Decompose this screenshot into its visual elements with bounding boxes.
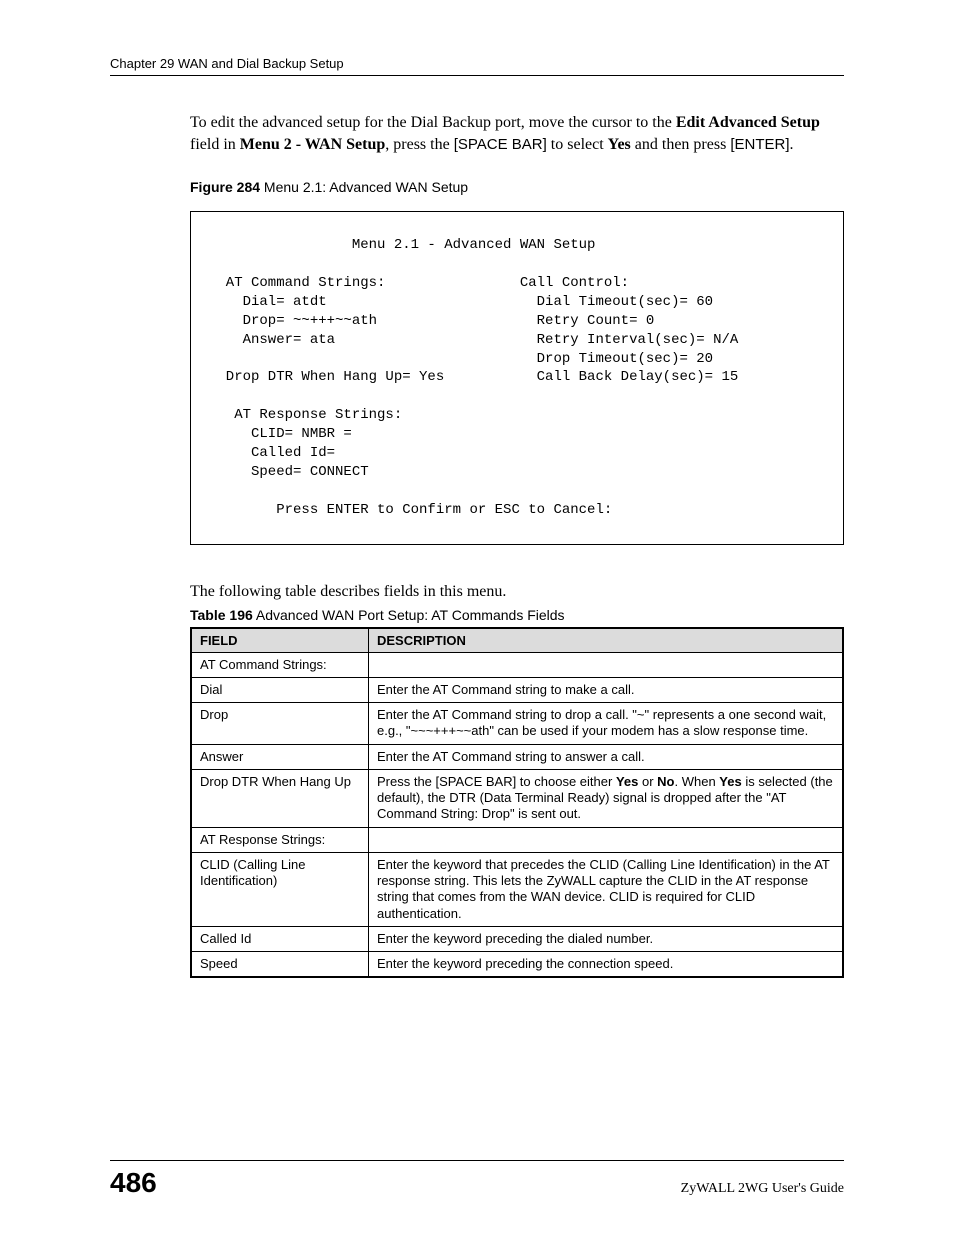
table-body: AT Command Strings: Dial Enter the AT Co…	[191, 652, 843, 977]
footer-row: 486 ZyWALL 2WG User's Guide	[110, 1167, 844, 1199]
table-header-description: Description	[369, 628, 844, 653]
guide-name: ZyWALL 2WG User's Guide	[681, 1181, 844, 1197]
table-row: Speed Enter the keyword preceding the co…	[191, 952, 843, 978]
followup-paragraph: The following table describes fields in …	[190, 583, 844, 601]
terminal-screenshot: Menu 2.1 - Advanced WAN Setup AT Command…	[190, 211, 844, 544]
intro-text: To edit the advanced setup for the Dial …	[190, 114, 676, 131]
table-row: Answer Enter the AT Command string to an…	[191, 744, 843, 769]
table-header-field: Field	[191, 628, 369, 653]
desc-text: . When	[675, 774, 720, 789]
content-area: To edit the advanced setup for the Dial …	[190, 112, 844, 978]
desc-cell: Press the [SPACE BAR] to choose either Y…	[369, 769, 844, 827]
intro-text: to select	[547, 136, 608, 153]
table-row: Called Id Enter the keyword preceding th…	[191, 926, 843, 951]
intro-bold-edit-advanced-setup: Edit Advanced Setup	[676, 114, 820, 131]
table-row: AT Command Strings:	[191, 652, 843, 677]
desc-cell: Enter the AT Command string to drop a ca…	[369, 703, 844, 745]
desc-bold-yes: Yes	[616, 774, 638, 789]
desc-cell: Enter the AT Command string to answer a …	[369, 744, 844, 769]
field-cell: Drop DTR When Hang Up	[191, 769, 369, 827]
table-label: Table 196	[190, 607, 253, 623]
figure-caption: Figure 284 Menu 2.1: Advanced WAN Setup	[190, 179, 844, 195]
field-cell: Answer	[191, 744, 369, 769]
intro-bold-menu2: Menu 2 - WAN Setup	[240, 136, 386, 153]
intro-text: , press the	[385, 136, 453, 153]
intro-text: field in	[190, 136, 240, 153]
intro-text: .	[790, 136, 794, 153]
field-cell: Speed	[191, 952, 369, 978]
page: Chapter 29 WAN and Dial Backup Setup To …	[0, 0, 954, 1235]
field-cell: Dial	[191, 677, 369, 702]
table-row: AT Response Strings:	[191, 827, 843, 852]
desc-text: Press the [SPACE BAR] to choose either	[377, 774, 616, 789]
desc-cell: Enter the keyword preceding the dialed n…	[369, 926, 844, 951]
intro-bold-yes: Yes	[608, 136, 631, 153]
desc-cell: Enter the keyword that precedes the CLID…	[369, 852, 844, 926]
table-title: Advanced WAN Port Setup: AT Commands Fie…	[253, 607, 565, 623]
desc-cell: Enter the AT Command string to make a ca…	[369, 677, 844, 702]
header-rule	[110, 75, 844, 76]
figure-label: Figure 284	[190, 179, 260, 195]
figure-title: Menu 2.1: Advanced WAN Setup	[260, 179, 468, 195]
desc-cell	[369, 652, 844, 677]
fields-table: Field Description AT Command Strings: Di…	[190, 627, 844, 979]
field-cell: CLID (Calling Line Identification)	[191, 852, 369, 926]
table-row: CLID (Calling Line Identification) Enter…	[191, 852, 843, 926]
desc-text: or	[638, 774, 657, 789]
field-cell: AT Response Strings:	[191, 827, 369, 852]
page-number: 486	[110, 1167, 157, 1199]
field-cell: Drop	[191, 703, 369, 745]
desc-cell	[369, 827, 844, 852]
chapter-header: Chapter 29 WAN and Dial Backup Setup	[110, 56, 844, 71]
intro-key-spacebar: [SPACE BAR]	[454, 136, 547, 153]
desc-cell: Enter the keyword preceding the connecti…	[369, 952, 844, 978]
table-header-row: Field Description	[191, 628, 843, 653]
intro-text: and then press	[631, 136, 731, 153]
table-row: Drop Enter the AT Command string to drop…	[191, 703, 843, 745]
footer-rule	[110, 1160, 844, 1161]
desc-bold-yes2: Yes	[719, 774, 741, 789]
table-row: Drop DTR When Hang Up Press the [SPACE B…	[191, 769, 843, 827]
intro-key-enter: [ENTER]	[730, 136, 789, 153]
page-footer: 486 ZyWALL 2WG User's Guide	[110, 1160, 844, 1199]
desc-bold-no: No	[657, 774, 674, 789]
field-cell: Called Id	[191, 926, 369, 951]
intro-paragraph: To edit the advanced setup for the Dial …	[190, 112, 844, 155]
table-caption: Table 196 Advanced WAN Port Setup: AT Co…	[190, 607, 844, 623]
table-row: Dial Enter the AT Command string to make…	[191, 677, 843, 702]
field-cell: AT Command Strings:	[191, 652, 369, 677]
